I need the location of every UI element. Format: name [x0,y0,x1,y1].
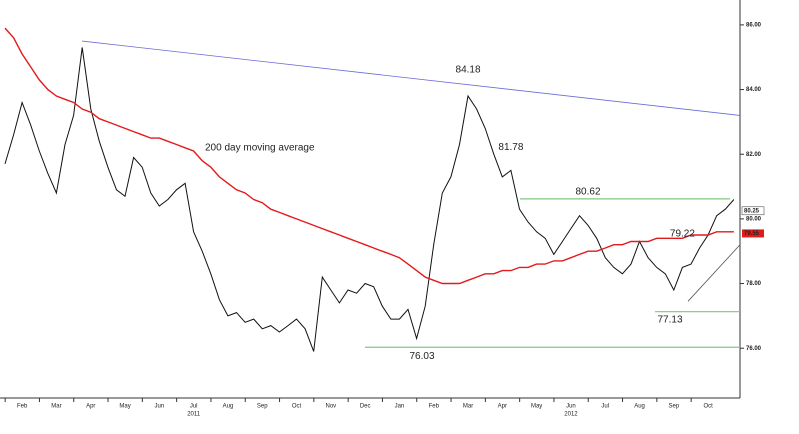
x-tick-label: Aug [634,404,645,410]
x-tick-label: Feb [17,404,28,410]
last-price-label: 80.25 [744,208,760,214]
ma-label: 200 day moving average [205,143,315,154]
x-tick-label: Apr [86,404,95,410]
x-tick-label: Aug [223,404,234,410]
moving-average-line [4,27,734,285]
x-tick-label: Jan [395,404,405,410]
x-tick-label: Jul [190,404,198,410]
last-price-box [741,206,765,216]
x-tick-label: Nov [326,404,337,410]
x-tick-label: Sep [669,404,680,410]
y-tick-label: 84.00 [746,87,762,93]
x-tick-label: Mar [51,404,61,410]
year-label: 2011 [187,412,201,418]
x-tick-label: Jun [566,404,576,410]
x-tick-label: Apr [498,404,507,410]
x-tick-label: Oct [292,404,302,410]
x-tick-label: May [531,404,542,410]
x-tick-label: Sep [257,404,268,410]
x-tick-label: Oct [703,404,713,410]
y-tick-label: 82.00 [746,152,762,158]
level-label: 80.62 [575,186,600,197]
y-tick-label: 76.00 [746,346,762,352]
peak-label: 79.22 [670,229,695,240]
level-label: 76.03 [409,351,434,362]
peak-label: 81.78 [498,142,523,153]
rising-support-trendline [687,244,741,302]
x-tick-label: Mar [463,404,473,410]
year-label: 2012 [564,412,578,418]
y-tick-label: 86.00 [746,22,762,28]
level-label: 77.13 [657,314,682,325]
ma-last-box [742,229,764,238]
x-tick-label: Feb [429,404,440,410]
x-tick-label: Jun [155,404,165,410]
ma-last-label: 79.55 [744,231,760,237]
resistance-trendline [82,40,741,116]
x-tick-label: May [119,404,130,410]
y-tick-label: 78.00 [746,281,762,287]
peak-label: 84.18 [456,64,481,75]
price-line [4,47,735,352]
x-tick-label: Dec [360,404,371,410]
y-tick-label: 80.00 [746,216,762,222]
x-tick-label: Jul [601,404,609,410]
